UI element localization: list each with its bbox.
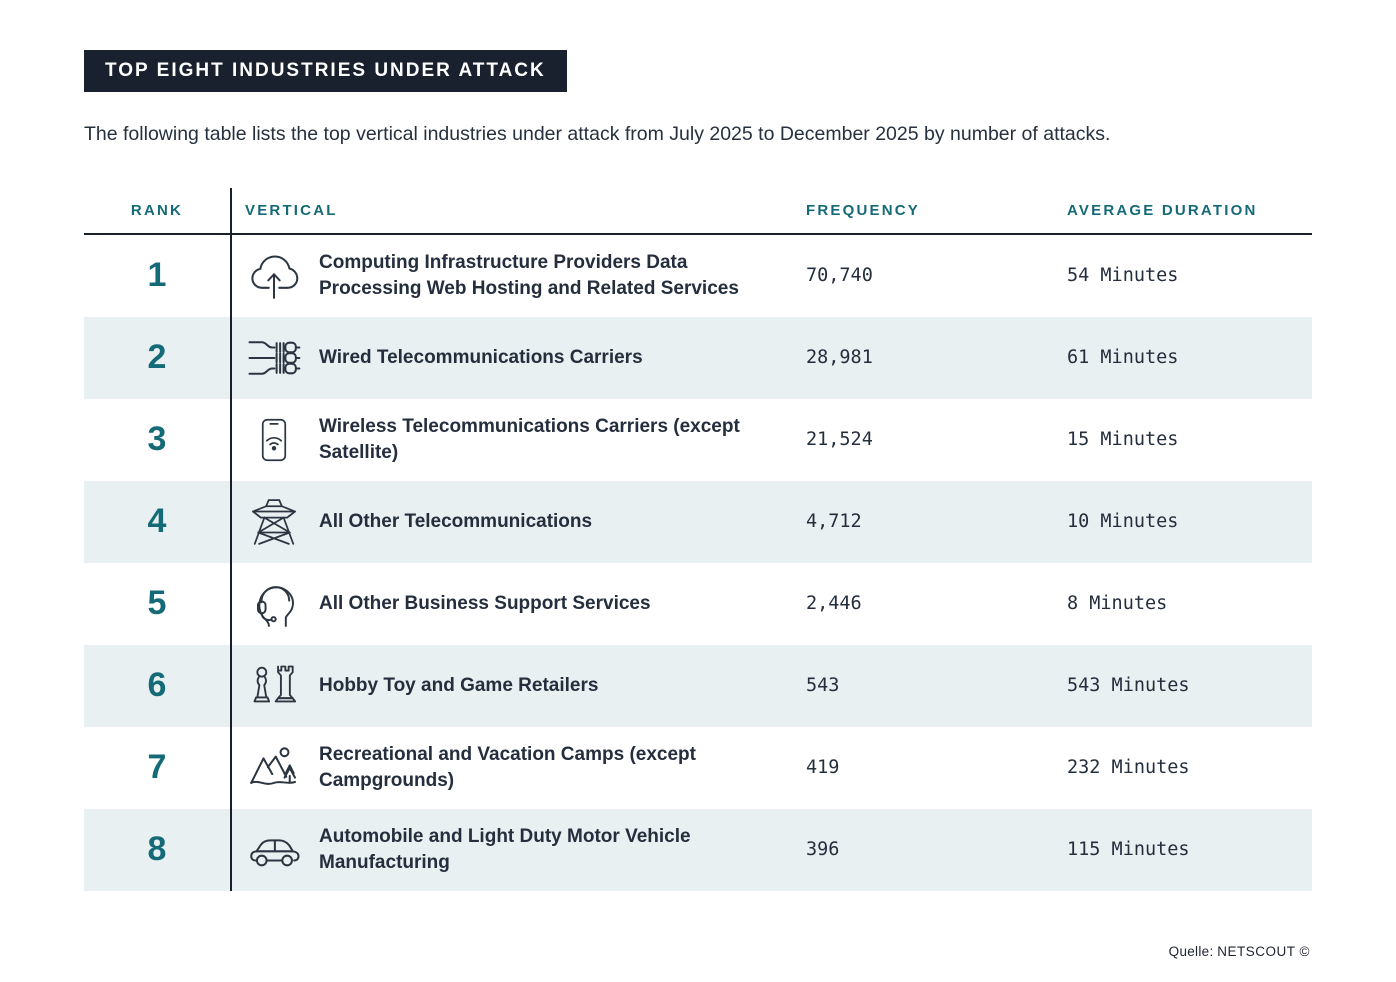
- duration-value: 115 Minutes: [1067, 839, 1190, 861]
- vertical-cell: Wireless Telecommunications Carriers (ex…: [232, 399, 806, 481]
- duration-value: 54 Minutes: [1067, 265, 1179, 287]
- table-body: 1 Computing Infrastructure Providers Dat…: [84, 234, 1312, 891]
- vertical-name: All Other Business Support Services: [319, 593, 651, 615]
- source-label: Quelle:: [1168, 944, 1214, 959]
- vertical-name: Wired Telecommunications Carriers: [319, 347, 643, 369]
- vertical-name: Wireless Telecommunications Carriers (ex…: [319, 416, 740, 463]
- frequency-value: 21,524: [806, 429, 873, 451]
- column-divider-line: [230, 316, 232, 399]
- column-divider-line: [230, 562, 232, 645]
- section-description: The following table lists the top vertic…: [84, 123, 1111, 145]
- frequency-value: 419: [806, 757, 840, 779]
- rank-value: 7: [147, 748, 167, 787]
- report-table-section: TOP EIGHT INDUSTRIES UNDER ATTACK The fo…: [84, 50, 1312, 891]
- duration-value: 15 Minutes: [1067, 429, 1179, 451]
- section-title-badge: TOP EIGHT INDUSTRIES UNDER ATTACK: [84, 50, 567, 92]
- source-value: NETSCOUT ©: [1217, 944, 1310, 959]
- vertical-cell: All Other Telecommunications: [232, 481, 806, 563]
- vertical-cell: Recreational and Vacation Camps (except …: [232, 727, 806, 809]
- table-row: 4 All Other Telecommunications 4,712 10 …: [84, 480, 1312, 563]
- duration-value: 61 Minutes: [1067, 347, 1179, 369]
- support-agent-icon: [245, 576, 303, 632]
- vertical-name: Automobile and Light Duty Motor Vehicle …: [319, 826, 691, 873]
- table-row: 3 Wireless Telecommunications Carriers (…: [84, 398, 1312, 481]
- vertical-cell: Automobile and Light Duty Motor Vehicle …: [232, 809, 806, 891]
- vertical-cell: Wired Telecommunications Carriers: [232, 317, 806, 399]
- column-header-duration: AVERAGE DURATION: [1067, 201, 1258, 219]
- column-divider-line: [230, 644, 232, 727]
- frequency-value: 28,981: [806, 347, 873, 369]
- column-divider-line: [230, 726, 232, 809]
- vertical-cell: Computing Infrastructure Providers Data …: [232, 235, 806, 317]
- duration-value: 543 Minutes: [1067, 675, 1190, 697]
- table-row: 5 All Other Business Support Services 2,…: [84, 562, 1312, 645]
- frequency-value: 70,740: [806, 265, 873, 287]
- column-header-rank: RANK: [130, 201, 184, 219]
- vertical-name: Computing Infrastructure Providers Data …: [319, 252, 739, 299]
- wired-cables-icon: [245, 330, 303, 386]
- rank-value: 1: [147, 256, 167, 295]
- duration-value: 232 Minutes: [1067, 757, 1190, 779]
- column-header-frequency: FREQUENCY: [806, 201, 920, 219]
- frequency-value: 4,712: [806, 511, 862, 533]
- frequency-value: 396: [806, 839, 840, 861]
- source-attribution: Quelle: NETSCOUT ©: [1169, 944, 1310, 959]
- column-divider-line: [230, 480, 232, 563]
- vertical-name: All Other Telecommunications: [319, 511, 593, 533]
- rank-value: 3: [147, 420, 167, 459]
- column-divider-line: [230, 187, 232, 233]
- vertical-cell: All Other Business Support Services: [232, 563, 806, 645]
- vertical-cell: Hobby Toy and Game Retailers: [232, 645, 806, 727]
- duration-value: 8 Minutes: [1067, 593, 1168, 615]
- table-row: 2 Wired Telecommunications Carriers 28,9…: [84, 316, 1312, 399]
- rank-value: 5: [147, 584, 167, 623]
- table-row: 7 Recreational and Vacation Camps (excep…: [84, 726, 1312, 809]
- smartphone-wifi-icon: [245, 412, 303, 468]
- vertical-name: Recreational and Vacation Camps (except …: [319, 744, 696, 791]
- transmission-tower-icon: [245, 494, 303, 550]
- table-header-row: RANK VERTICAL FREQUENCY AVERAGE DURATION: [84, 187, 1312, 235]
- industries-table: RANK VERTICAL FREQUENCY AVERAGE DURATION…: [84, 187, 1312, 891]
- column-divider-line: [230, 398, 232, 481]
- vertical-name: Hobby Toy and Game Retailers: [319, 675, 599, 697]
- rank-value: 6: [147, 666, 167, 705]
- car-icon: [245, 822, 303, 878]
- table-row: 8 Automobile and Light Duty Motor Vehicl…: [84, 808, 1312, 891]
- rank-value: 8: [147, 830, 167, 869]
- column-divider-line: [230, 234, 232, 317]
- frequency-value: 2,446: [806, 593, 862, 615]
- mountains-camp-icon: [245, 740, 303, 796]
- column-divider-line: [230, 808, 232, 891]
- chess-pieces-icon: [245, 658, 303, 714]
- column-header-vertical: VERTICAL: [245, 201, 338, 219]
- table-row: 6 Hobby Toy and Game Retailers 543 543 M…: [84, 644, 1312, 727]
- rank-value: 2: [147, 338, 167, 377]
- cloud-upload-icon: [245, 248, 303, 304]
- duration-value: 10 Minutes: [1067, 511, 1179, 533]
- rank-value: 4: [147, 502, 167, 541]
- table-row: 1 Computing Infrastructure Providers Dat…: [84, 234, 1312, 317]
- frequency-value: 543: [806, 675, 840, 697]
